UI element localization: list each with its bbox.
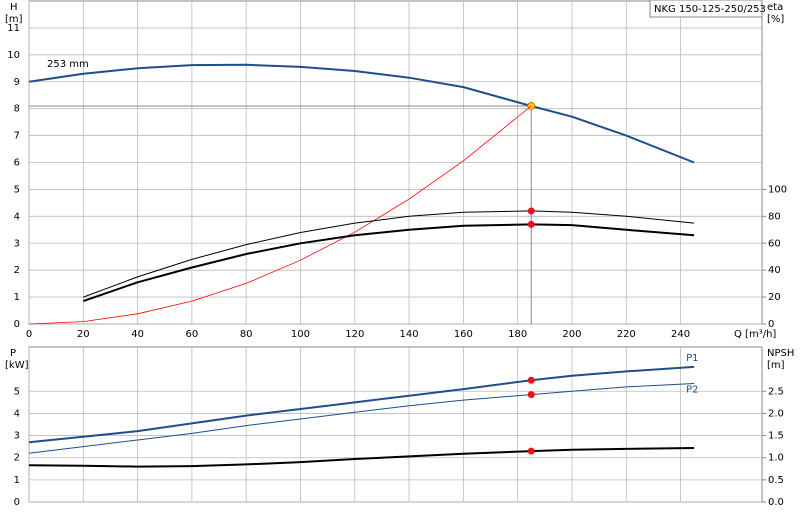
y-tick-label: 2 — [14, 453, 20, 464]
title-box — [649, 0, 763, 18]
y-tick-label: 3 — [14, 238, 20, 249]
operating-point — [527, 391, 535, 399]
series-line — [28, 63, 695, 164]
x-tick-label: 100 — [291, 329, 310, 340]
series-line — [28, 105, 532, 325]
y2-tick-label: 40 — [768, 265, 781, 276]
y2-axis-unit: [m] — [767, 360, 785, 371]
y-tick-label: 0 — [14, 497, 20, 508]
y-axis-unit: [kW] — [5, 360, 29, 371]
x-tick-label: 160 — [454, 329, 473, 340]
series-line — [28, 365, 695, 444]
series-line — [83, 210, 695, 298]
plot-area — [28, 346, 763, 503]
y-tick-label: 6 — [14, 158, 20, 169]
y2-tick-label: 60 — [768, 238, 781, 249]
y-tick-label: 10 — [7, 50, 20, 61]
y2-tick-label: 1.0 — [768, 453, 784, 464]
y-tick-label: 1 — [14, 292, 20, 303]
x-tick-label: 200 — [562, 329, 581, 340]
operating-point — [527, 220, 535, 228]
y-tick-label: 0 — [14, 319, 20, 330]
y-tick-label: 5 — [14, 386, 20, 397]
x-tick-label: 80 — [240, 329, 253, 340]
y-tick-label: 4 — [14, 408, 20, 419]
y-axis-label: P — [10, 348, 16, 359]
chart-title: NKG 150-125-250/253 — [654, 4, 766, 15]
x-tick-label: 140 — [400, 329, 419, 340]
y-tick-label: 3 — [14, 431, 20, 442]
series-label: P1 — [686, 353, 698, 364]
y-tick-label: 5 — [14, 184, 20, 195]
x-tick-label: 40 — [131, 329, 144, 340]
y-tick-label: 7 — [14, 131, 20, 142]
operating-point — [527, 447, 535, 455]
y2-axis-unit: [%] — [767, 14, 784, 25]
y2-tick-label: 20 — [768, 292, 781, 303]
operating-point — [527, 376, 535, 384]
y2-tick-label: 100 — [768, 184, 787, 195]
y2-tick-label: 1.5 — [768, 431, 784, 442]
series-line — [28, 447, 695, 468]
y-tick-label: 11 — [7, 23, 20, 34]
y2-tick-label: 0 — [768, 319, 774, 330]
y-tick-label: 4 — [14, 211, 20, 222]
annotation: 253 mm — [47, 59, 89, 70]
x-tick-label: 60 — [186, 329, 199, 340]
series-line — [28, 383, 695, 454]
y2-axis-label: NPSH — [767, 348, 794, 359]
y2-tick-label: 0.0 — [768, 497, 784, 508]
series-line — [82, 223, 695, 303]
y2-axis-label: eta — [767, 2, 783, 13]
x-tick-label: 20 — [77, 329, 90, 340]
y-tick-label: 8 — [14, 104, 20, 115]
y-tick-label: 1 — [14, 475, 20, 486]
operating-point — [527, 207, 535, 215]
series-label: P2 — [686, 385, 698, 396]
y-tick-label: 9 — [14, 77, 20, 88]
x-axis-label: Q [m³/h] — [734, 329, 776, 340]
y-tick-label: 2 — [14, 265, 20, 276]
y2-tick-label: 2.0 — [768, 408, 784, 419]
y-axis-unit: [m] — [5, 14, 23, 25]
x-tick-label: 180 — [508, 329, 527, 340]
x-tick-label: 0 — [26, 329, 32, 340]
x-tick-label: 120 — [345, 329, 364, 340]
y2-tick-label: 80 — [768, 211, 781, 222]
y2-tick-label: 2.5 — [768, 386, 784, 397]
x-tick-label: 220 — [617, 329, 636, 340]
y2-tick-label: 0.5 — [768, 475, 784, 486]
y-axis-label: H — [10, 2, 18, 13]
x-tick-label: 240 — [671, 329, 690, 340]
